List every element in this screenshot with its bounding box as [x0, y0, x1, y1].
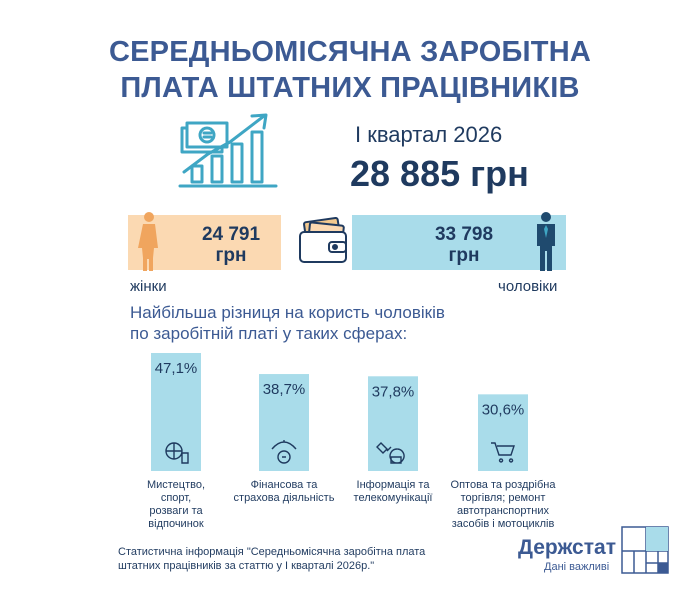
subtitle-line-2: по заробітній платі у таких сферах: — [130, 324, 408, 343]
subtitle-line-1: Найбільша різниця на користь чоловіків — [130, 303, 445, 322]
title-line-2: ПЛАТА ШТАТНИХ ПРАЦІВНИКІВ — [120, 72, 580, 104]
category-label: торгівля; ремонт — [461, 492, 546, 504]
man-figure-icon — [537, 212, 555, 271]
telecom-satellite-icon-shape — [376, 442, 405, 464]
bar — [368, 376, 418, 471]
salary-growth-chart-icon — [178, 113, 278, 188]
finance-umbrella-icon — [271, 440, 297, 464]
chart-subtitle: Найбільша різниця на користь чоловіків п… — [130, 302, 445, 344]
category-label: страхова діяльність — [234, 492, 335, 504]
woman-figure-icon — [138, 212, 158, 271]
bar-value-label: 30,6% — [482, 401, 525, 418]
source-note-line-2: штатних працівників за статтю у І кварта… — [118, 560, 375, 572]
men-label: чоловіки — [498, 278, 558, 295]
sports-icon — [165, 442, 189, 464]
category-label: Оптова та роздрібна — [451, 479, 557, 491]
category-label: телекомунікації — [354, 492, 433, 504]
sports-icon-shape — [165, 442, 189, 464]
bar-value-label: 47,1% — [155, 360, 198, 377]
men-salary-unit: грн — [448, 245, 480, 266]
average-salary-total: 28 885 грн — [350, 153, 529, 194]
women-label: жінки — [130, 278, 167, 295]
bar — [478, 394, 528, 471]
men-salary-value: 33 798 — [434, 224, 494, 245]
category-label: відпочинок — [148, 518, 204, 530]
finance-umbrella-icon-shape — [271, 440, 297, 464]
logo-tagline: Дані важливі — [544, 561, 610, 573]
quarter-label: І квартал 2026 — [355, 122, 503, 147]
category-label: Інформація та — [357, 479, 431, 491]
telecom-satellite-icon — [376, 442, 405, 464]
women-salary: 24 791 грн — [176, 224, 286, 266]
category-label: спорт, — [161, 492, 191, 504]
category-label: Фінансова та — [251, 479, 319, 491]
shopping-cart-icon — [491, 442, 515, 463]
category-label: Мистецтво, — [147, 479, 205, 491]
bar-value-label: 38,7% — [263, 381, 306, 398]
women-salary-unit: грн — [215, 245, 247, 266]
logo-grid-icon — [621, 526, 669, 574]
men-salary-box — [352, 215, 566, 270]
bar-value-label: 37,8% — [372, 383, 415, 400]
category-label: автотранспортних — [457, 505, 550, 517]
category-label: засобів і мотоциклів — [452, 518, 555, 530]
source-note: Статистична інформація "Середньомісячна … — [118, 545, 425, 573]
derzhstat-logo: Держстат — [518, 536, 616, 559]
men-salary: 33 798 грн — [404, 224, 524, 266]
wallet-icon — [299, 216, 347, 263]
bar — [259, 374, 309, 471]
title-line-1: СЕРЕДНЬОМІСЯЧНА ЗАРОБІТНА — [108, 36, 592, 68]
page-title: СЕРЕДНЬОМІСЯЧНА ЗАРОБІТНА ПЛАТА ШТАТНИХ … — [0, 34, 700, 106]
women-salary-value: 24 791 — [201, 224, 261, 245]
source-note-line-1: Статистична інформація "Середньомісячна … — [118, 546, 426, 558]
shopping-cart-icon-shape — [491, 442, 515, 463]
category-label: розваги та — [149, 505, 203, 517]
